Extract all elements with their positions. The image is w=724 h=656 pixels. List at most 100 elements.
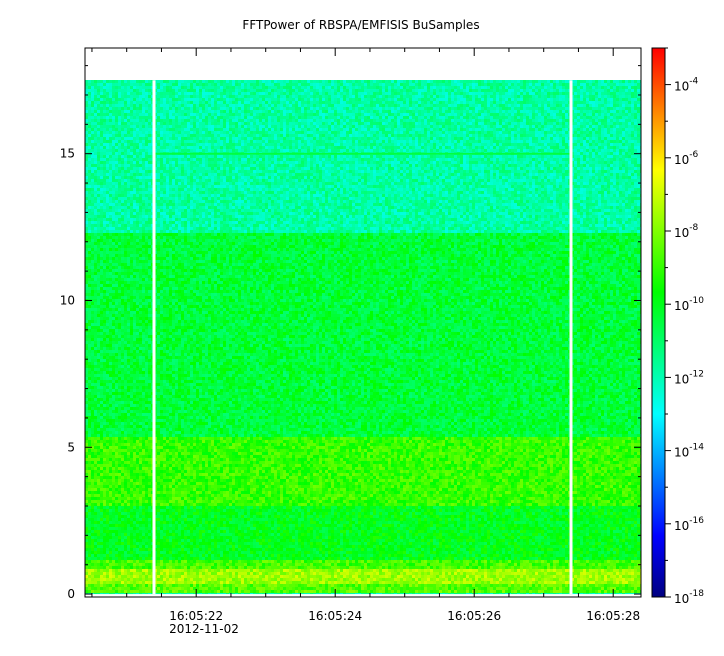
heatmap-cell <box>289 98 292 101</box>
heatmap-cell <box>397 98 400 101</box>
heatmap-cell <box>142 107 145 110</box>
heatmap-cell <box>466 104 469 107</box>
heatmap-cell <box>118 86 121 89</box>
heatmap-cell <box>250 104 253 107</box>
heatmap-cell <box>361 122 364 125</box>
heatmap-cell <box>487 116 490 119</box>
heatmap-cell <box>328 80 331 83</box>
heatmap-cell <box>478 89 481 92</box>
heatmap-cell <box>514 86 517 89</box>
heatmap-cell <box>439 113 442 116</box>
heatmap-cell <box>397 89 400 92</box>
heatmap-cell <box>229 119 232 122</box>
heatmap-cell <box>199 116 202 119</box>
heatmap-cell <box>457 95 460 98</box>
heatmap-cell <box>637 110 640 113</box>
heatmap-cell <box>304 125 307 128</box>
heatmap-cell <box>367 119 370 122</box>
heatmap-cell <box>535 86 538 89</box>
heatmap-cell <box>97 83 100 86</box>
heatmap-cell <box>493 125 496 128</box>
heatmap-cell <box>562 125 565 128</box>
heatmap-cell <box>376 80 379 83</box>
heatmap-cell <box>175 80 178 83</box>
heatmap-cell <box>304 107 307 110</box>
heatmap-cell <box>412 125 415 128</box>
heatmap-cell <box>478 119 481 122</box>
heatmap-cell <box>448 95 451 98</box>
heatmap-cell <box>529 116 532 119</box>
heatmap-cell <box>634 89 637 92</box>
heatmap-cell <box>280 89 283 92</box>
heatmap-cell <box>637 98 640 101</box>
chart-title: FFTPower of RBSPA/EMFISIS BuSamples <box>242 18 479 32</box>
heatmap-cell <box>598 98 601 101</box>
heatmap-cell <box>457 122 460 125</box>
heatmap-cell <box>439 116 442 119</box>
heatmap-cell <box>454 113 457 116</box>
heatmap-cell <box>298 101 301 104</box>
heatmap-cell <box>427 128 430 131</box>
heatmap-cell <box>286 122 289 125</box>
heatmap-cell <box>160 113 163 116</box>
heatmap-cell <box>484 86 487 89</box>
heatmap-cell <box>148 101 151 104</box>
heatmap-cell <box>574 128 577 131</box>
heatmap-cell <box>580 122 583 125</box>
heatmap-cell <box>523 95 526 98</box>
heatmap-cell <box>442 122 445 125</box>
heatmap-cell <box>292 110 295 113</box>
heatmap-cell <box>139 122 142 125</box>
heatmap-cell <box>631 110 634 113</box>
heatmap-cell <box>436 92 439 95</box>
heatmap-cell <box>517 107 520 110</box>
heatmap-cell <box>427 104 430 107</box>
heatmap-cell <box>592 83 595 86</box>
heatmap-cell <box>457 128 460 131</box>
heatmap-cell <box>421 92 424 95</box>
heatmap-cell <box>295 80 298 83</box>
heatmap-cell <box>343 116 346 119</box>
heatmap-cell <box>235 83 238 86</box>
heatmap-cell <box>202 110 205 113</box>
heatmap-cell <box>379 119 382 122</box>
heatmap-cell <box>382 95 385 98</box>
heatmap-cell <box>184 86 187 89</box>
heatmap-cell <box>109 89 112 92</box>
heatmap-cell <box>103 113 106 116</box>
heatmap-cell <box>628 86 631 89</box>
heatmap-cell <box>604 110 607 113</box>
heatmap-cell <box>349 80 352 83</box>
heatmap-cell <box>238 119 241 122</box>
heatmap-cell <box>463 110 466 113</box>
heatmap-cell <box>529 119 532 122</box>
heatmap-cell <box>391 98 394 101</box>
heatmap-cell <box>130 98 133 101</box>
heatmap-cell <box>529 89 532 92</box>
heatmap-cell <box>424 95 427 98</box>
heatmap-cell <box>466 110 469 113</box>
heatmap-cell <box>418 128 421 131</box>
heatmap-cell <box>190 92 193 95</box>
heatmap-cell <box>487 80 490 83</box>
heatmap-cell <box>148 116 151 119</box>
heatmap-cell <box>523 116 526 119</box>
heatmap-cell <box>547 92 550 95</box>
heatmap-cell <box>460 116 463 119</box>
heatmap-cell <box>109 119 112 122</box>
heatmap-cell <box>361 83 364 86</box>
heatmap-cell <box>109 110 112 113</box>
heatmap-cell <box>622 107 625 110</box>
heatmap-cell <box>124 107 127 110</box>
heatmap-cell <box>226 116 229 119</box>
heatmap-cell <box>544 119 547 122</box>
heatmap-cell <box>520 92 523 95</box>
heatmap-cell <box>235 95 238 98</box>
heatmap-cell <box>145 83 148 86</box>
heatmap-cell <box>469 119 472 122</box>
heatmap-cell <box>439 92 442 95</box>
heatmap-cell <box>211 98 214 101</box>
heatmap-cell <box>610 113 613 116</box>
heatmap-cell <box>487 92 490 95</box>
heatmap-cell <box>565 128 568 131</box>
